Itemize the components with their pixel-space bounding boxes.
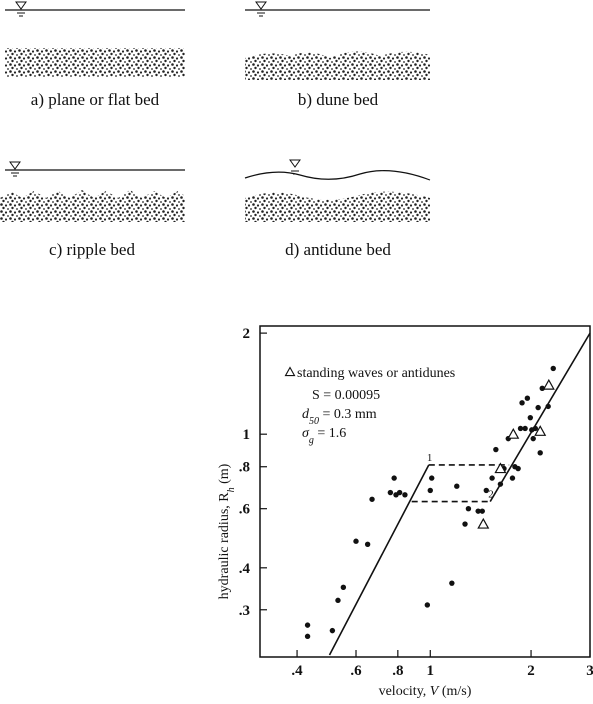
- data-point: [424, 602, 431, 608]
- data-point: [335, 597, 341, 604]
- y-tick-label: .8: [239, 460, 250, 476]
- data-point: [479, 508, 485, 514]
- data-point: [391, 475, 397, 481]
- x-tick-label: 1: [427, 663, 435, 679]
- panel-plane-bed: a) plane or flat bed: [5, 1, 185, 109]
- y-tick-label: 2: [243, 326, 251, 342]
- label-part: hydraulic radius, R: [217, 492, 232, 600]
- label-part: 50: [309, 416, 319, 427]
- data-point: [340, 584, 347, 590]
- data-point: [507, 427, 520, 439]
- panel-label: d) antidune bed: [285, 240, 391, 259]
- data-point: [454, 483, 460, 489]
- label-part: (m/s): [438, 684, 471, 699]
- x-tick-label: 3: [586, 663, 593, 679]
- fit-line: [328, 464, 430, 656]
- chart: .4 .6 .8 1 2 3 .3 .4 .6 .8 1 2 velocity, V (m/s) hydr…: [217, 325, 593, 699]
- plot-frame: [259, 325, 591, 658]
- data-point: [517, 425, 524, 432]
- data-point: [402, 492, 408, 498]
- panel-dune-bed: b) dune bed: [245, 1, 430, 109]
- annotation: S = 0.00095: [312, 388, 380, 403]
- annotation: σg = 1.6: [302, 426, 346, 446]
- x-axis-label: velocity, V (m/s): [379, 684, 472, 699]
- data-point: [369, 496, 375, 502]
- data-point: [524, 395, 531, 401]
- label-part: d: [302, 407, 310, 422]
- y-tick-label: .4: [239, 561, 251, 577]
- data-point: [304, 622, 311, 628]
- data-point: [537, 450, 543, 456]
- data-point: [550, 365, 556, 372]
- data-point: [304, 633, 311, 640]
- y-tick-label: 1: [243, 427, 251, 443]
- panel-label: b) dune bed: [298, 90, 379, 109]
- data-point: [465, 505, 472, 512]
- data-point: [449, 580, 455, 586]
- panel-antidune-bed: d) antidune bed: [244, 159, 431, 259]
- fit-line: [489, 332, 591, 502]
- panel-ripple-bed: c) ripple bed: [0, 161, 185, 259]
- label-part: velocity,: [379, 684, 430, 699]
- x-tick-label: .4: [291, 663, 303, 679]
- data-point: [545, 403, 551, 410]
- data-point: [364, 541, 371, 547]
- x-tick-label: .8: [392, 663, 403, 679]
- data-point: [429, 475, 435, 481]
- point-label: 2: [488, 489, 494, 501]
- data-point: [532, 425, 539, 432]
- data-point: [427, 487, 433, 494]
- label-part: = 1.6: [314, 426, 346, 441]
- point-label: 1: [427, 452, 433, 464]
- label-part: V: [430, 684, 440, 699]
- data-point: [494, 462, 507, 474]
- x-tick-label: 2: [527, 663, 535, 679]
- data-point: [527, 414, 534, 421]
- data-point: [329, 627, 336, 634]
- label-part: h: [226, 487, 237, 492]
- y-tick-label: .3: [239, 603, 250, 619]
- data-point: [489, 475, 495, 481]
- panel-label: a) plane or flat bed: [31, 90, 160, 109]
- data-point: [483, 487, 489, 494]
- data-point: [542, 378, 555, 390]
- y-axis-label: hydraulic radius, Rh (m): [217, 463, 237, 599]
- data-point: [519, 400, 525, 406]
- data-point: [530, 435, 536, 442]
- data-point: [509, 475, 516, 481]
- data-point: [534, 425, 547, 436]
- legend-marker: [284, 366, 296, 377]
- data-point: [477, 517, 490, 529]
- data-point: [497, 481, 504, 487]
- data-point: [515, 465, 521, 472]
- data-point: [522, 425, 528, 432]
- label-part: = 0.3 mm: [319, 407, 377, 422]
- data-point: [462, 521, 468, 527]
- data-point: [535, 404, 541, 411]
- data-point: [387, 489, 394, 496]
- data-point: [396, 489, 403, 496]
- label-part: g: [309, 435, 314, 446]
- data-point: [353, 538, 359, 544]
- y-tick-label: .6: [239, 502, 251, 518]
- annotation: d50 = 0.3 mm: [302, 407, 377, 427]
- data-point: [493, 446, 499, 453]
- panel-label: c) ripple bed: [49, 240, 135, 259]
- x-tick-label: .6: [350, 663, 362, 679]
- label-part: σ: [302, 426, 310, 441]
- legend-label: standing waves or antidunes: [297, 366, 455, 381]
- data-point: [475, 508, 481, 514]
- label-part: (m): [217, 463, 232, 487]
